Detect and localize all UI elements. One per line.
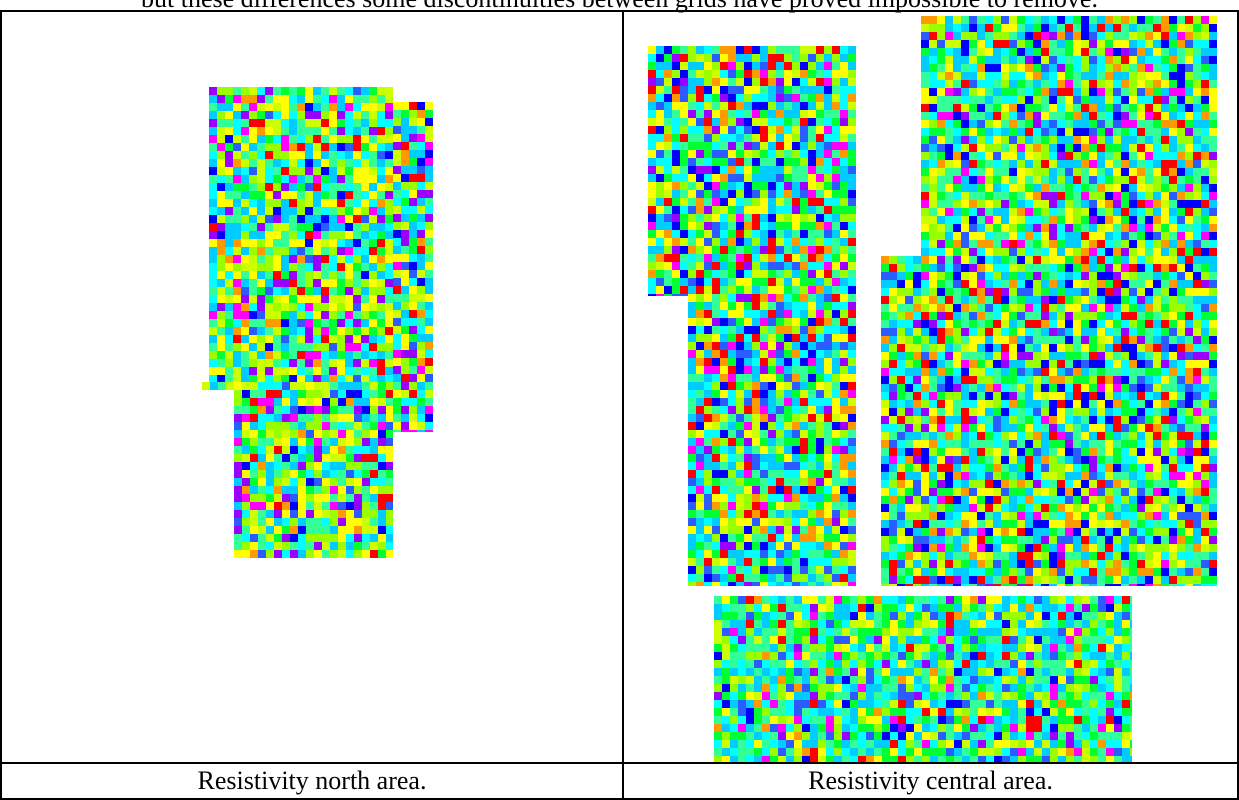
intro-text: but these differences some discontinuiti… bbox=[0, 0, 1239, 14]
north-grid-upper bbox=[209, 87, 393, 382]
resistivity-central-map bbox=[648, 16, 1217, 761]
central-grid-left bbox=[688, 46, 856, 586]
north-grid-lower bbox=[234, 382, 393, 558]
resistivity-north-map bbox=[202, 87, 433, 558]
north-image-cell bbox=[0, 10, 624, 764]
north-grid-right bbox=[393, 102, 433, 432]
figure-table: Resistivity north area. Resistivity cent… bbox=[0, 10, 1239, 800]
central-grid-right bbox=[881, 256, 1217, 586]
central-image-cell bbox=[622, 10, 1239, 764]
central-grid-top-right bbox=[921, 16, 1217, 256]
north-grid-notch bbox=[202, 382, 234, 390]
central-grid-bottom bbox=[714, 596, 1132, 761]
central-grid-upper-left bbox=[648, 46, 688, 296]
